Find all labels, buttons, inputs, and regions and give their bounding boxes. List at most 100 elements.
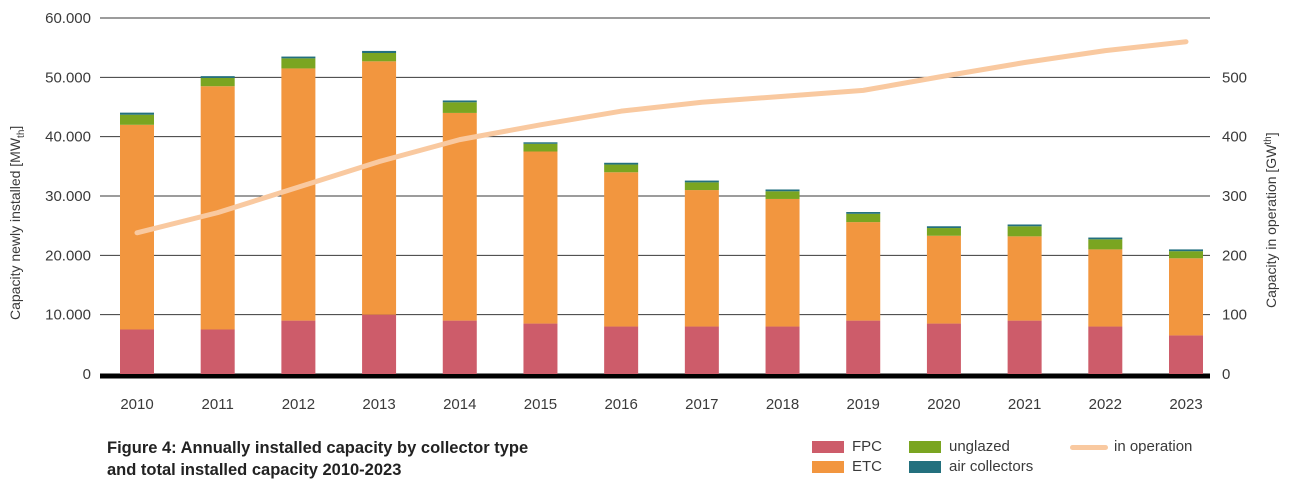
- x-tick-label: 2015: [524, 396, 557, 413]
- bar-fpc: [604, 326, 639, 374]
- legend-label-operation: in operation: [1114, 438, 1193, 455]
- x-tick-label: 2021: [1008, 396, 1041, 413]
- bar-unglazed: [442, 102, 477, 113]
- bar-unglazed: [362, 53, 397, 62]
- bar-etc: [1169, 258, 1203, 336]
- bar-air-collectors: [765, 189, 800, 192]
- bar-fpc: [200, 329, 235, 374]
- x-tick-label: 2018: [766, 396, 799, 413]
- y2-tick-label: 200: [1222, 247, 1247, 264]
- bar-air-collectors: [362, 50, 397, 54]
- bar-air-collectors: [523, 142, 558, 144]
- bar-unglazed: [765, 191, 800, 199]
- x-tick-label: 2011: [202, 396, 234, 413]
- y2-tick-label: 400: [1222, 129, 1247, 146]
- legend-label-fpc: FPC: [852, 438, 882, 455]
- y-tick-label: 10.000: [45, 307, 91, 324]
- bar-etc: [1007, 236, 1042, 321]
- bar-fpc: [846, 320, 881, 374]
- bar-air-collectors: [684, 180, 719, 183]
- bar-etc: [362, 61, 397, 315]
- bar-fpc: [442, 320, 477, 374]
- x-tick-label: 2010: [120, 396, 153, 413]
- x-tick-label: 2016: [604, 396, 637, 413]
- x-tick-label: 2012: [282, 396, 315, 413]
- bar-unglazed: [1088, 239, 1123, 250]
- bar-etc: [926, 235, 961, 324]
- bar-etc: [281, 68, 316, 321]
- bar-fpc: [1007, 320, 1042, 374]
- bar-air-collectors: [281, 56, 316, 59]
- bar-fpc: [362, 314, 397, 374]
- bar-air-collectors: [1007, 224, 1042, 227]
- bar-unglazed: [523, 143, 558, 152]
- bar-etc: [604, 172, 639, 327]
- y-tick-label: 50.000: [45, 69, 91, 86]
- x-tick-label: 2017: [685, 396, 718, 413]
- bar-unglazed: [200, 77, 235, 87]
- y2-tick-label: 300: [1222, 188, 1247, 205]
- bar-air-collectors: [200, 76, 235, 78]
- bar-etc: [846, 222, 881, 321]
- bar-unglazed: [1007, 226, 1042, 237]
- legend-label-air: air collectors: [949, 458, 1034, 475]
- bar-air-collectors: [846, 212, 881, 214]
- x-tick-label: 2014: [443, 396, 476, 413]
- bar-fpc: [765, 326, 800, 374]
- legend-swatch-fpc: [812, 441, 844, 453]
- operation-line-group: [134, 39, 1189, 236]
- bar-etc: [765, 198, 800, 327]
- y-tick-label: 30.000: [45, 188, 91, 205]
- bar-fpc: [1169, 335, 1203, 374]
- bar-fpc: [1088, 326, 1123, 374]
- y2-tick-label: 100: [1222, 307, 1247, 324]
- bar-etc: [523, 151, 558, 324]
- legend-swatch-etc: [812, 461, 844, 473]
- y2-tick-label: 500: [1222, 69, 1247, 86]
- bar-air-collectors: [1169, 249, 1203, 252]
- bar-air-collectors: [1088, 237, 1123, 240]
- y2-tick-label: 0: [1222, 366, 1230, 383]
- bar-air-collectors: [442, 100, 477, 103]
- y-tick-label: 40.000: [45, 129, 91, 146]
- x-tick-label: 2020: [927, 396, 960, 413]
- bar-fpc: [523, 323, 558, 374]
- tick-labels: 0 10.000 20.000 30.000 40.000 50.000 60.000 0 10…: [45, 10, 1247, 413]
- bar-air-collectors: [120, 112, 154, 115]
- operation-line: [134, 39, 1189, 236]
- y-tick-label: 0: [83, 366, 91, 383]
- bar-etc: [684, 190, 719, 327]
- figure-caption: Figure 4: Annually installed capacity by…: [107, 437, 528, 481]
- bar-unglazed: [846, 213, 881, 223]
- bar-unglazed: [926, 228, 961, 236]
- legend-swatch-operation: [1070, 445, 1108, 450]
- legend-swatch-air: [909, 461, 941, 473]
- bar-unglazed: [120, 114, 154, 125]
- x-tick-label: 2013: [362, 396, 395, 413]
- legend-label-unglazed: unglazed: [949, 438, 1010, 455]
- caption-line-2: and total installed capacity 2010-2023: [107, 461, 402, 479]
- bar-etc: [442, 112, 477, 321]
- legend-label-etc: ETC: [852, 458, 882, 475]
- bar-etc: [120, 124, 154, 330]
- bar-unglazed: [604, 164, 639, 173]
- y-tick-label: 60.000: [45, 10, 91, 27]
- bars: [120, 50, 1203, 374]
- bar-unglazed: [684, 182, 719, 191]
- x-tick-label: 2023: [1169, 396, 1202, 413]
- bar-fpc: [120, 329, 154, 374]
- y-axis-title-right: Capacity in operation [GWth]: [1263, 132, 1279, 308]
- bar-fpc: [926, 323, 961, 374]
- y-axis-title-left: Capacity newly installed [MWth]: [7, 126, 27, 320]
- bar-air-collectors: [926, 226, 961, 229]
- bar-etc: [1088, 249, 1123, 327]
- bar-unglazed: [1169, 251, 1203, 259]
- chart: 0 10.000 20.000 30.000 40.000 50.000 60.000 0 10…: [7, 10, 1279, 413]
- x-tick-label: 2019: [847, 396, 880, 413]
- bar-fpc: [281, 320, 316, 374]
- bar-air-collectors: [604, 162, 639, 165]
- bar-unglazed: [281, 58, 316, 69]
- x-tick-label: 2022: [1089, 396, 1122, 413]
- y-tick-label: 20.000: [45, 247, 91, 264]
- bar-fpc: [684, 326, 719, 374]
